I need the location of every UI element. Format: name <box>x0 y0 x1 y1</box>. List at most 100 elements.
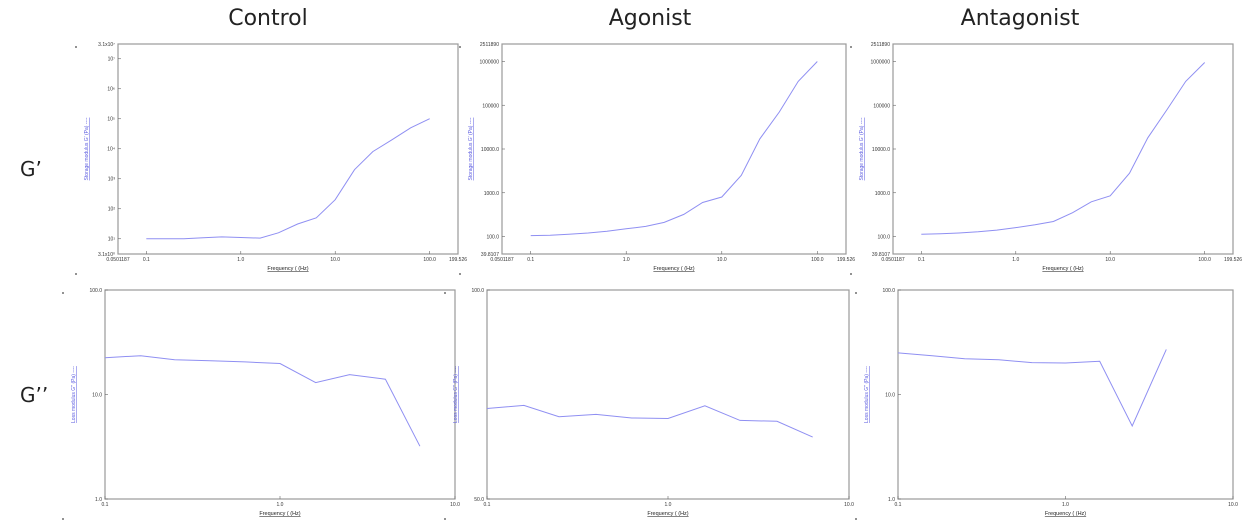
x-tick-label: 10.0 <box>330 257 340 263</box>
y-edge-label-max: 2511890 <box>871 42 890 48</box>
y-edge-label-min: 39.8107 <box>481 252 499 258</box>
x-edge-label-max: 199.526 <box>837 257 855 263</box>
y-tick-label: 50.0 <box>474 497 484 503</box>
x-axis-label: Frequency ( (Hz) <box>647 511 688 517</box>
x-tick-label: 1.0 <box>1012 257 1019 263</box>
corner-dot <box>855 518 857 520</box>
y-tick-label: 1.0 <box>95 497 102 503</box>
y-tick-label: 100.0 <box>877 235 890 241</box>
x-tick-label: 0.1 <box>143 257 150 263</box>
x-tick-label: 0.1 <box>102 502 109 508</box>
x-axis-label: Frequency ( (Hz) <box>1045 511 1086 517</box>
corner-dot <box>62 292 64 294</box>
series-line <box>486 404 813 438</box>
y-edge-label-max: 3.1x10⁷ <box>98 42 115 48</box>
y-tick-label: 10.0 <box>92 393 102 399</box>
y-tick-label: 10000.0 <box>481 147 499 153</box>
x-tick-label: 1.0 <box>277 502 284 508</box>
x-tick-label: 100.0 <box>811 257 824 263</box>
y-tick-label: 10² <box>108 207 116 213</box>
corner-dot <box>62 518 64 520</box>
corner-dot <box>75 46 77 48</box>
x-tick-label: 10.0 <box>717 257 727 263</box>
x-tick-label: 1.0 <box>665 502 672 508</box>
x-edge-label-min: 0.0501187 <box>490 257 513 263</box>
corner-dot <box>459 46 461 48</box>
y-axis-label: Storage modulus G' (Pa) ---- <box>84 117 90 180</box>
y-tick-label: 10⁷ <box>108 57 116 63</box>
x-tick-label: 0.1 <box>918 257 925 263</box>
y-tick-label: 100.0 <box>486 235 499 241</box>
x-edge-label-min: 0.0501187 <box>881 257 904 263</box>
x-tick-label: 0.1 <box>527 257 534 263</box>
x-axis-label: Frequency ( (Hz) <box>267 266 308 272</box>
column-title-antagonist: Antagonist <box>960 6 1080 31</box>
corner-dot <box>850 273 852 275</box>
y-tick-label: 100000 <box>873 103 890 109</box>
x-tick-label: 10.0 <box>1228 502 1238 508</box>
corner-dot <box>459 273 461 275</box>
y-axis-label: Loss modulus G'' (Pa) ---- <box>71 366 77 423</box>
row-label-loss-modulus: G’’ <box>20 383 49 407</box>
y-tick-label: 100.0 <box>471 288 484 294</box>
y-tick-label: 1000.0 <box>875 191 891 197</box>
y-tick-label: 100.0 <box>882 288 895 294</box>
y-tick-label: 10¹ <box>108 237 116 243</box>
series-line <box>146 118 430 240</box>
series-line <box>530 61 818 237</box>
y-edge-label-min: 39.8107 <box>872 252 890 258</box>
x-edge-label-max: 199.526 <box>449 257 467 263</box>
column-title-control: Control <box>228 6 308 31</box>
x-tick-label: 0.1 <box>895 502 902 508</box>
y-axis-label: Loss modulus G'' (Pa) ---- <box>453 366 459 423</box>
x-tick-label: 100.0 <box>423 257 436 263</box>
x-tick-label: 10.0 <box>1105 257 1115 263</box>
y-axis-label: Storage modulus G' (Pa) ---- <box>859 117 865 180</box>
y-tick-label: 1000.0 <box>484 191 500 197</box>
x-tick-label: 100.0 <box>1198 257 1211 263</box>
corner-dot <box>850 46 852 48</box>
x-tick-label: 1.0 <box>1062 502 1069 508</box>
y-axis-label: Storage modulus G' (Pa) ---- <box>468 117 474 180</box>
y-tick-label: 10000.0 <box>872 147 890 153</box>
x-tick-label: 10.0 <box>844 502 854 508</box>
series-line <box>897 349 1167 428</box>
corner-dot <box>444 292 446 294</box>
y-tick-label: 100.0 <box>89 288 102 294</box>
x-axis-label: Frequency ( (Hz) <box>259 511 300 517</box>
x-axis-label: Frequency ( (Hz) <box>653 266 694 272</box>
x-tick-label: 10.0 <box>450 502 460 508</box>
row-label-storage-modulus: G’ <box>20 157 42 181</box>
x-edge-label-min: 0.0501187 <box>106 257 129 263</box>
y-tick-label: 100000 <box>482 103 499 109</box>
y-tick-label: 10⁵ <box>107 117 115 123</box>
corner-dot <box>444 518 446 520</box>
x-tick-label: 0.1 <box>484 502 491 508</box>
y-tick-label: 10⁶ <box>107 87 115 93</box>
y-tick-label: 10.0 <box>885 393 895 399</box>
x-axis-label: Frequency ( (Hz) <box>1042 266 1083 272</box>
column-title-agonist: Agonist <box>608 6 692 31</box>
corner-dot <box>75 273 77 275</box>
series-line <box>921 62 1206 235</box>
x-tick-label: 1.0 <box>237 257 244 263</box>
y-edge-label-min: 3.1x10⁰ <box>98 252 115 258</box>
plot-frame <box>897 289 1234 500</box>
y-tick-label: 10³ <box>108 177 116 183</box>
y-tick-label: 1.0 <box>888 497 895 503</box>
y-tick-label: 10⁴ <box>107 147 115 153</box>
x-edge-label-max: 199.526 <box>1224 257 1242 263</box>
y-tick-label: 1000000 <box>480 60 500 66</box>
y-edge-label-max: 2511890 <box>480 42 499 48</box>
corner-dot <box>855 292 857 294</box>
y-tick-label: 1000000 <box>871 60 891 66</box>
y-axis-label: Loss modulus G'' (Pa) ---- <box>864 366 870 423</box>
series-line <box>104 355 421 447</box>
x-tick-label: 1.0 <box>623 257 630 263</box>
